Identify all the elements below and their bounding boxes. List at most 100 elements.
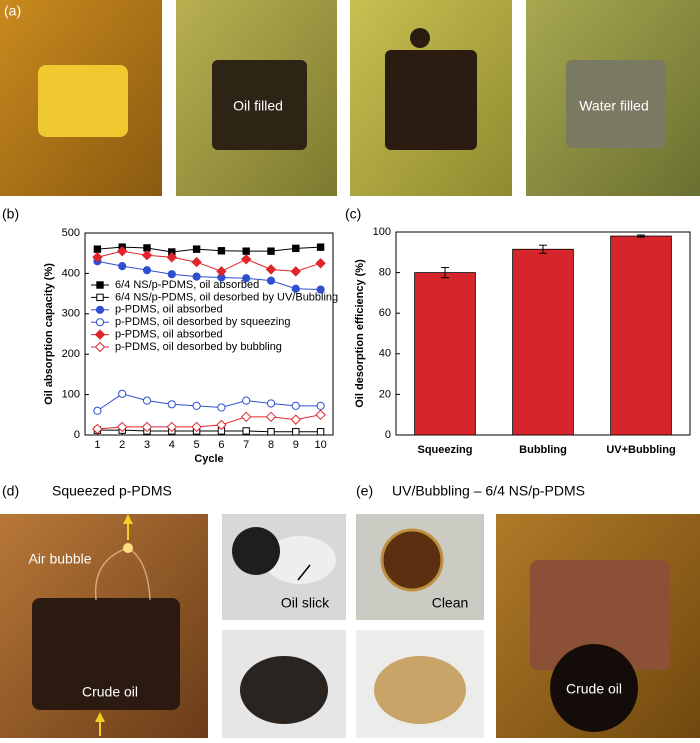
x-tick-label: UV+Bubbling <box>606 444 675 456</box>
series-line <box>97 414 321 430</box>
marker <box>242 274 251 283</box>
x-tick-label: Squeezing <box>417 444 472 456</box>
marker <box>93 245 102 253</box>
marker <box>240 254 252 265</box>
error-bar <box>441 267 449 279</box>
marker <box>192 401 201 411</box>
marker <box>316 428 325 436</box>
marker <box>141 250 153 261</box>
marker <box>191 256 202 268</box>
marker <box>96 293 104 302</box>
legend-label: p-PDMS, oil absorbed <box>115 304 223 316</box>
x-tick-label: 1 <box>94 439 100 451</box>
sponge-ball <box>380 528 444 592</box>
marker <box>217 247 226 255</box>
y-tick-label: 400 <box>62 267 80 279</box>
y-tick-label: 80 <box>379 267 391 279</box>
sponge-cylinder <box>374 656 466 724</box>
marker <box>291 284 300 293</box>
oil-slick <box>264 536 336 584</box>
legend-label: p-PDMS, oil absorbed <box>115 329 223 341</box>
marker <box>240 411 252 423</box>
arrow-head <box>95 712 105 722</box>
oil-drop <box>410 28 430 48</box>
marker <box>267 247 275 255</box>
caption: Clean <box>432 595 469 611</box>
marker <box>242 427 250 435</box>
x-tick-label: 5 <box>194 439 200 451</box>
marker <box>266 276 276 285</box>
y-tick-label: 40 <box>379 348 391 360</box>
marker <box>316 285 325 294</box>
x-tick-label: 4 <box>169 439 175 451</box>
arrow-head <box>123 514 133 524</box>
y-tick-label: 0 <box>74 429 80 441</box>
oil-drop <box>550 644 638 732</box>
caption: Air bubble <box>28 551 91 567</box>
marker <box>315 409 326 421</box>
series-line <box>97 260 321 291</box>
series-line <box>97 393 321 412</box>
marker <box>166 421 178 433</box>
sponge <box>212 60 307 150</box>
light <box>123 543 133 553</box>
marker <box>94 329 106 340</box>
marker <box>191 421 202 433</box>
y-tick-label: 500 <box>62 227 80 239</box>
marker <box>216 266 227 277</box>
marker <box>267 428 275 436</box>
marker <box>142 396 152 405</box>
panel-label: (b) <box>2 206 19 222</box>
x-tick-label: 10 <box>314 439 326 451</box>
marker <box>166 252 178 263</box>
y-tick-label: 100 <box>373 226 391 238</box>
marker <box>116 245 128 257</box>
x-axis-label: Cycle <box>194 453 223 465</box>
y-tick-label: 60 <box>379 307 391 319</box>
x-tick-label: 6 <box>218 439 224 451</box>
marker <box>192 272 201 281</box>
y-axis-label: Oil desorption efficiency (%) <box>354 259 366 408</box>
y-tick-label: 0 <box>385 429 391 441</box>
marker <box>316 243 325 251</box>
marker <box>95 318 105 327</box>
panel-label: (d) <box>2 483 19 499</box>
marker <box>217 403 226 412</box>
sponge <box>32 598 180 710</box>
x-tick-label: 8 <box>268 439 274 451</box>
caption: Water filled <box>579 98 649 114</box>
error-bar <box>637 234 645 238</box>
y-tick-label: 200 <box>62 348 80 360</box>
x-tick-label: 2 <box>119 439 125 451</box>
marker <box>192 245 201 253</box>
marker <box>95 305 105 314</box>
marker <box>290 414 302 425</box>
bar <box>610 235 672 436</box>
y-tick-label: 20 <box>379 388 391 400</box>
sponge <box>38 65 128 137</box>
marker <box>94 341 106 353</box>
y-axis-label: Oil absorption capacity (%) <box>43 263 55 405</box>
marker <box>92 423 103 435</box>
y-tick-label: 300 <box>62 308 80 320</box>
bar <box>414 272 476 436</box>
series-line <box>97 429 321 433</box>
legend-label: p-PDMS, oil desorbed by bubbling <box>115 341 282 353</box>
sponge-ball <box>232 527 280 575</box>
x-tick-label: 7 <box>243 439 249 451</box>
bar <box>512 248 574 436</box>
marker <box>291 401 300 411</box>
y-tick-label: 100 <box>62 389 80 401</box>
marker <box>292 244 300 253</box>
marker <box>216 419 227 431</box>
legend-label: 6/4 NS/p-PDMS, oil absorbed <box>115 279 259 291</box>
x-tick-label: Bubbling <box>519 444 567 456</box>
sponge <box>385 50 477 150</box>
marker <box>292 428 300 436</box>
series-line <box>97 246 321 253</box>
panel-title: Squeezed p-PDMS <box>52 483 172 499</box>
error-bar <box>539 244 547 254</box>
caption: Crude oil <box>566 681 622 697</box>
marker <box>266 399 276 408</box>
marker <box>242 396 251 405</box>
